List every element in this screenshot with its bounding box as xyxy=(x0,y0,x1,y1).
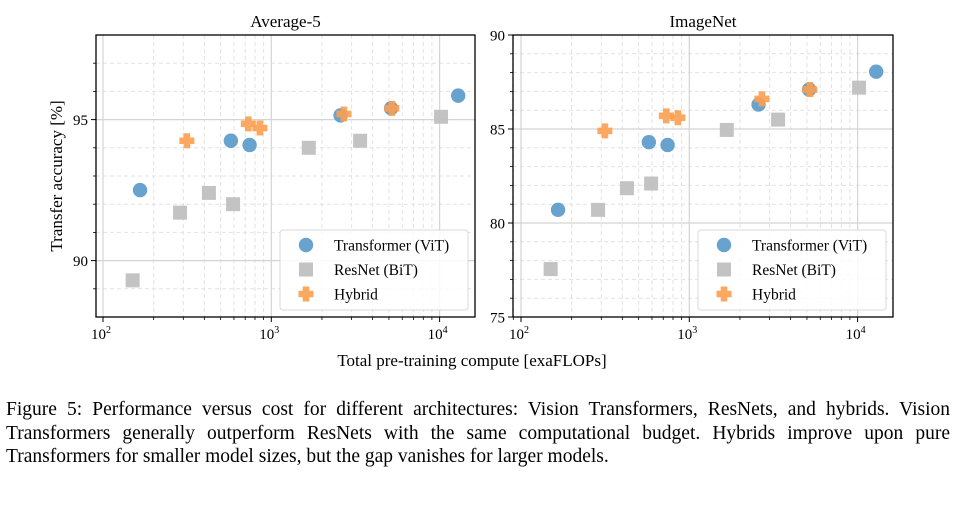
series-bit xyxy=(125,109,449,288)
data-point-vit xyxy=(660,137,675,153)
x-tick-label: 104 xyxy=(846,325,866,343)
legend: Transformer (ViT) ResNet (BiT) Hybrid xyxy=(279,229,469,311)
legend-box xyxy=(279,229,469,311)
x-tick-label: 103 xyxy=(259,325,279,343)
x-tick-exponent: 2 xyxy=(106,325,111,336)
data-point-bit xyxy=(619,181,634,196)
data-point-bit xyxy=(173,205,188,220)
data-point-hybrid xyxy=(597,123,613,139)
data-point-bit xyxy=(852,80,867,95)
x-tick-base: 10 xyxy=(509,327,524,343)
legend-label-hybrid: Hybrid xyxy=(752,287,796,304)
legend-box xyxy=(697,229,887,311)
x-tick-label: 102 xyxy=(509,325,529,343)
data-point-vit xyxy=(242,137,257,153)
data-point-bit xyxy=(591,202,606,217)
data-point-vit xyxy=(132,182,148,198)
series-hybrid xyxy=(179,100,400,149)
data-point-bit xyxy=(644,176,659,191)
data-point-hybrid xyxy=(802,82,818,98)
axes-frame xyxy=(512,34,894,318)
data-point-bit xyxy=(719,122,734,137)
x-tick-exponent: 2 xyxy=(524,325,529,336)
data-point-hybrid xyxy=(658,108,674,124)
x-tick-base: 10 xyxy=(677,327,692,343)
data-point-hybrid xyxy=(754,91,770,107)
legend-marker-bit xyxy=(299,262,313,277)
x-tick-exponent: 3 xyxy=(274,325,279,336)
legend-label-vit: Transformer (ViT) xyxy=(752,238,867,255)
data-point-hybrid xyxy=(670,110,686,126)
x-tick-label: 103 xyxy=(677,325,697,343)
data-point-vit xyxy=(869,64,884,79)
data-point-vit xyxy=(550,202,566,218)
data-point-vit xyxy=(223,133,239,148)
axes-frame xyxy=(95,34,476,318)
data-point-bit xyxy=(125,273,140,288)
data-point-vit xyxy=(451,88,466,103)
y-tick-label: 80 xyxy=(490,217,505,233)
legend-marker-hybrid xyxy=(716,286,732,302)
data-point-hybrid xyxy=(336,106,352,122)
data-point-hybrid xyxy=(240,116,256,132)
x-tick-exponent: 3 xyxy=(692,325,697,336)
legend-label-hybrid: Hybrid xyxy=(334,287,378,304)
series-bit xyxy=(543,80,867,277)
x-tick-label: 104 xyxy=(428,325,448,343)
x-tick-base: 10 xyxy=(259,327,274,343)
data-point-bit xyxy=(771,112,786,127)
data-point-bit xyxy=(434,109,449,124)
data-point-hybrid xyxy=(384,100,400,116)
data-point-hybrid xyxy=(179,133,195,149)
data-point-vit xyxy=(641,134,657,150)
x-tick-label: 102 xyxy=(91,325,111,343)
legend: Transformer (ViT) ResNet (BiT) Hybrid xyxy=(697,229,887,311)
data-point-bit xyxy=(543,262,558,277)
legend-marker-hybrid xyxy=(298,286,314,302)
x-tick-exponent: 4 xyxy=(861,325,866,336)
legend-marker-vit xyxy=(716,237,732,253)
figure-caption: Figure 5: Performance versus cost for di… xyxy=(6,399,950,467)
legend-label-bit: ResNet (BiT) xyxy=(334,262,418,279)
data-point-bit xyxy=(301,140,316,155)
x-tick-base: 10 xyxy=(846,327,861,343)
chart-title: ImageNet xyxy=(669,12,736,31)
y-axis-label: Transfer accuracy [%] xyxy=(47,100,66,251)
x-tick-base: 10 xyxy=(91,327,106,343)
series-hybrid xyxy=(597,82,818,139)
data-point-hybrid xyxy=(252,120,268,136)
legend-label-vit: Transformer (ViT) xyxy=(334,238,449,255)
data-point-bit xyxy=(201,185,216,200)
y-tick-label: 95 xyxy=(73,113,88,129)
y-tick-label: 75 xyxy=(490,311,505,327)
chart-title: Average-5 xyxy=(250,12,320,31)
y-tick-label: 90 xyxy=(490,29,505,45)
x-tick-exponent: 4 xyxy=(443,325,448,336)
y-tick-label: 85 xyxy=(490,123,505,139)
data-point-bit xyxy=(353,133,368,148)
x-tick-base: 10 xyxy=(428,327,443,343)
legend-label-bit: ResNet (BiT) xyxy=(752,262,836,279)
x-axis-label: Total pre-training compute [exaFLOPs] xyxy=(337,351,606,370)
data-point-bit xyxy=(226,197,241,212)
legend-marker-bit xyxy=(717,262,731,277)
y-tick-label: 90 xyxy=(73,254,88,270)
legend-marker-vit xyxy=(298,237,314,253)
